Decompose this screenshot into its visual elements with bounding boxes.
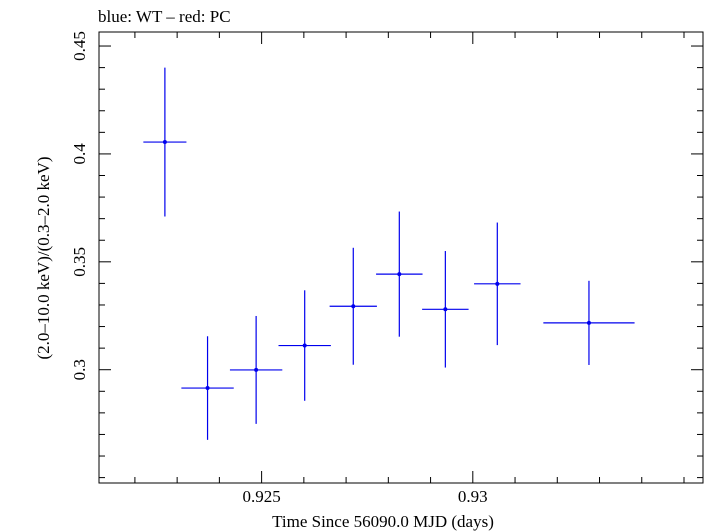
tick-labels: 0.925 0.93 0.3 0.35 0.4 0.45 bbox=[70, 31, 488, 506]
data-point bbox=[181, 336, 234, 440]
axis-ticks bbox=[99, 32, 703, 483]
plot-frame bbox=[98, 31, 704, 484]
y-tick-label: 0.4 bbox=[70, 143, 89, 165]
data-point bbox=[543, 280, 635, 365]
y-tick-label: 0.35 bbox=[70, 247, 89, 277]
y-tick-label: 0.3 bbox=[70, 359, 89, 380]
y-axis-label: (2.0–10.0 keV)/(0.3–2.0 keV) bbox=[34, 156, 53, 359]
x-tick-label: 0.93 bbox=[458, 487, 488, 506]
point-marker bbox=[205, 386, 210, 391]
point-marker bbox=[254, 367, 259, 372]
x-axis-label: Time Since 56090.0 MJD (days) bbox=[272, 512, 494, 531]
point-marker bbox=[443, 307, 448, 312]
data-point bbox=[229, 315, 283, 424]
data-series bbox=[143, 67, 635, 440]
data-point bbox=[422, 251, 469, 368]
point-marker bbox=[397, 272, 402, 277]
data-point bbox=[329, 247, 377, 365]
point-marker bbox=[495, 281, 500, 286]
point-marker bbox=[302, 343, 307, 348]
series-wt bbox=[143, 67, 635, 440]
x-tick-label: 0.925 bbox=[242, 487, 280, 506]
point-marker bbox=[351, 304, 356, 309]
point-marker bbox=[586, 320, 591, 325]
data-point bbox=[474, 222, 521, 346]
point-marker bbox=[162, 140, 167, 145]
data-point bbox=[143, 67, 187, 217]
y-tick-label: 0.45 bbox=[70, 31, 89, 61]
chart-title: blue: WT – red: PC bbox=[98, 7, 231, 26]
data-point bbox=[278, 290, 331, 401]
data-point bbox=[376, 211, 423, 337]
